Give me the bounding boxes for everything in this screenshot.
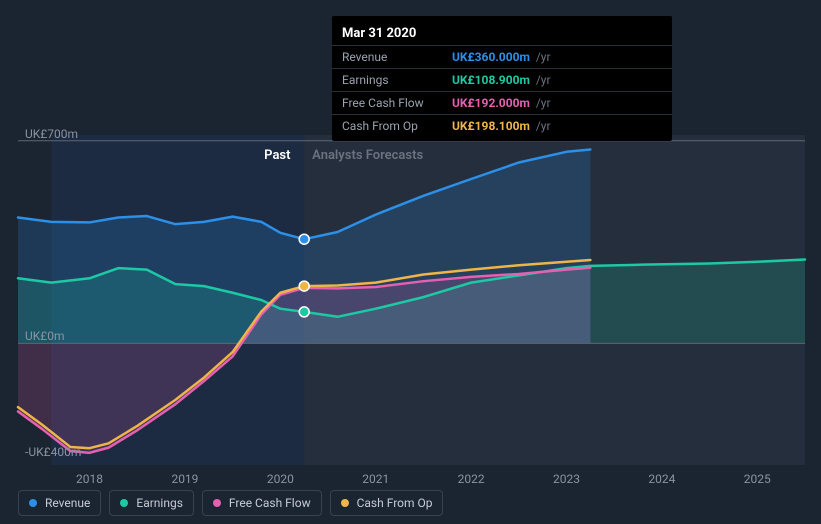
chart-tooltip: Mar 31 2020 RevenueUK£360.000m/yrEarning… — [332, 16, 672, 141]
x-tick-label: 2021 — [362, 472, 389, 486]
x-tick-label: 2025 — [744, 472, 771, 486]
legend-dot-icon — [120, 499, 128, 507]
tooltip-metric-unit: /yr — [536, 73, 551, 87]
tooltip-metric-value: UK£192.000m — [452, 96, 530, 110]
tooltip-row: Free Cash FlowUK£192.000m/yr — [332, 91, 672, 114]
x-tick-label: 2019 — [171, 472, 198, 486]
past-section-label: Past — [264, 148, 290, 163]
y-tick-label: UK£0m — [25, 329, 65, 343]
y-tick-label: UK£700m — [25, 127, 78, 141]
tooltip-date: Mar 31 2020 — [332, 20, 672, 45]
legend-item-fcf[interactable]: Free Cash Flow — [202, 490, 322, 516]
tooltip-metric-value: UK£198.100m — [452, 119, 530, 133]
tooltip-row: Cash From OpUK£198.100m/yr — [332, 114, 672, 137]
tooltip-metric-value: UK£108.900m — [452, 73, 530, 87]
legend-dot-icon — [29, 499, 37, 507]
x-tick-label: 2020 — [267, 472, 294, 486]
tooltip-metric-unit: /yr — [536, 96, 551, 110]
tooltip-row: EarningsUK£108.900m/yr — [332, 68, 672, 91]
chart-legend: Revenue Earnings Free Cash Flow Cash From O… — [18, 490, 443, 516]
x-tick-label: 2023 — [553, 472, 580, 486]
tooltip-metric-label: Earnings — [342, 73, 452, 87]
x-tick-label: 2024 — [648, 472, 675, 486]
forecast-section-label: Analysts Forecasts — [312, 148, 423, 163]
tooltip-metric-value: UK£360.000m — [452, 50, 530, 64]
legend-label: Free Cash Flow — [229, 496, 311, 510]
legend-label: Earnings — [136, 496, 183, 510]
y-tick-label: -UK£400m — [25, 445, 81, 459]
tooltip-metric-unit: /yr — [536, 50, 551, 64]
tooltip-metric-label: Free Cash Flow — [342, 96, 452, 110]
legend-label: Revenue — [45, 496, 90, 510]
legend-label: Cash From Op — [357, 496, 433, 510]
legend-item-cashop[interactable]: Cash From Op — [330, 490, 444, 516]
legend-item-revenue[interactable]: Revenue — [18, 490, 101, 516]
tooltip-metric-unit: /yr — [536, 119, 551, 133]
financials-chart: UK£700m UK£0m -UK£400m 2018 2019 2020 2021 2… — [0, 0, 821, 524]
tooltip-metric-label: Cash From Op — [342, 119, 452, 133]
legend-dot-icon — [341, 499, 349, 507]
tooltip-row: RevenueUK£360.000m/yr — [332, 45, 672, 68]
legend-dot-icon — [213, 499, 221, 507]
legend-item-earnings[interactable]: Earnings — [109, 490, 194, 516]
x-tick-label: 2022 — [458, 472, 485, 486]
tooltip-metric-label: Revenue — [342, 50, 452, 64]
x-tick-label: 2018 — [76, 472, 103, 486]
